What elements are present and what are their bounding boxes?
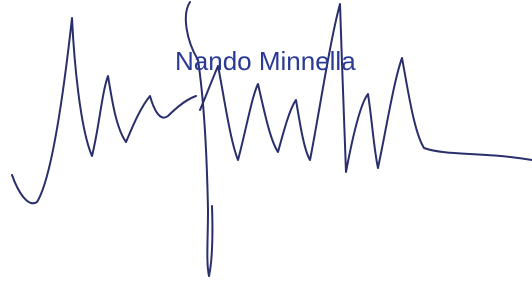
signature-image: Nando Minnella xyxy=(0,0,532,282)
background xyxy=(0,0,532,282)
printed-name: Nando Minnella xyxy=(175,46,356,76)
page: {"name": "Nando Minnella"} Nando Minnell… xyxy=(0,0,532,282)
